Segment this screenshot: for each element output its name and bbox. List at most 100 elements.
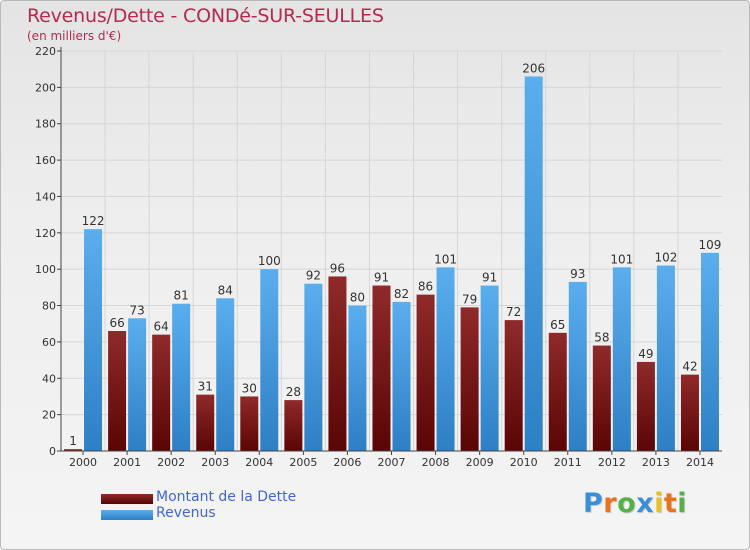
bar-debt-2002 (152, 334, 171, 451)
data-label-debt-2008: 86 (418, 280, 433, 294)
x-tick-label: 2007 (378, 456, 406, 469)
x-tick-label: 2010 (510, 456, 538, 469)
data-label-revenus-2006: 80 (350, 291, 365, 305)
y-tick-label: 160 (35, 154, 56, 167)
data-label-revenus-2011: 93 (570, 267, 585, 281)
data-label-revenus-2007: 82 (394, 287, 409, 301)
data-label-debt-2007: 91 (374, 271, 389, 285)
bar-revenus-2005 (304, 283, 323, 451)
legend-label-debt: Montant de la Dette (156, 489, 297, 505)
data-label-debt-2003: 31 (198, 380, 213, 394)
data-label-revenus-2005: 92 (306, 269, 321, 283)
data-label-debt-2009: 79 (462, 292, 477, 306)
logo-letter: P (583, 488, 604, 519)
bar-debt-2012 (592, 345, 611, 451)
bar-debt-2000 (64, 449, 83, 451)
logo-letter: t (663, 488, 678, 519)
x-tick-label: 2008 (422, 456, 450, 469)
data-label-debt-2005: 28 (286, 385, 301, 399)
bar-debt-2006 (328, 276, 347, 451)
bar-debt-2007 (372, 285, 391, 451)
bar-revenus-2006 (348, 305, 367, 451)
bar-revenus-2011 (568, 281, 587, 451)
y-tick-label: 60 (42, 336, 56, 349)
y-tick-label: 180 (35, 118, 56, 131)
bar-revenus-2012 (612, 267, 631, 451)
legend-swatch-revenus (101, 510, 153, 520)
data-label-debt-2014: 42 (682, 360, 697, 374)
y-tick-label: 40 (42, 372, 56, 385)
data-label-debt-2011: 65 (550, 318, 565, 332)
bar-debt-2013 (636, 361, 655, 451)
x-tick-label: 2000 (69, 456, 97, 469)
bar-revenus-2013 (656, 265, 675, 451)
data-label-debt-2001: 66 (109, 316, 124, 330)
bar-revenus-2010 (524, 76, 543, 452)
logo-letter: i (677, 488, 688, 519)
y-tick-label: 120 (35, 227, 56, 240)
x-tick-label: 2009 (466, 456, 494, 469)
y-tick-label: 80 (42, 300, 56, 313)
bar-debt-2010 (504, 320, 523, 451)
data-label-debt-2010: 72 (506, 305, 521, 319)
grid-lines (61, 50, 722, 451)
bar-debt-2001 (108, 331, 127, 451)
x-tick-label: 2001 (113, 456, 141, 469)
data-label-revenus-2012: 101 (610, 252, 633, 266)
logo-letter: o (617, 488, 637, 519)
data-label-debt-2000: 1 (69, 434, 77, 448)
data-label-debt-2004: 30 (242, 381, 257, 395)
bar-revenus-2000 (84, 229, 103, 451)
data-label-revenus-2004: 100 (258, 254, 281, 268)
data-label-revenus-2014: 109 (699, 238, 722, 252)
data-label-debt-2012: 58 (594, 331, 609, 345)
bar-revenus-2001 (128, 318, 147, 451)
x-tick-label: 2006 (333, 456, 361, 469)
data-label-debt-2013: 49 (638, 347, 653, 361)
bar-revenus-2014 (700, 252, 719, 451)
x-tick-label: 2013 (642, 456, 670, 469)
bar-debt-2014 (680, 374, 699, 451)
data-label-revenus-2003: 84 (218, 283, 233, 297)
bar-revenus-2003 (216, 298, 235, 451)
x-tick-label: 2014 (686, 456, 714, 469)
bar-revenus-2008 (436, 267, 455, 451)
bar-debt-2004 (240, 396, 259, 451)
data-label-revenus-2010: 206 (522, 61, 545, 75)
y-tick-label: 200 (35, 81, 56, 94)
bar-debt-2005 (284, 400, 303, 451)
bar-revenus-2009 (480, 285, 499, 451)
data-label-revenus-2013: 102 (654, 251, 677, 265)
bar-revenus-2004 (260, 269, 279, 451)
y-tick-label: 220 (35, 45, 56, 58)
x-tick-label: 2005 (289, 456, 317, 469)
bar-revenus-2002 (172, 303, 191, 451)
legend-label-revenus: Revenus (156, 505, 216, 521)
y-tick-label: 140 (35, 190, 56, 203)
y-tick-label: 0 (49, 445, 56, 458)
data-label-revenus-2001: 73 (129, 303, 144, 317)
data-label-revenus-2009: 91 (482, 271, 497, 285)
y-tick-label: 20 (42, 409, 56, 422)
logo-letter: r (603, 488, 618, 519)
data-label-revenus-2002: 81 (174, 289, 189, 303)
x-tick-label: 2004 (245, 456, 273, 469)
chart-title: Revenus/Dette - CONDé-SUR-SEULLES (27, 5, 384, 27)
bar-debt-2011 (548, 332, 567, 451)
proxiti-logo: Proxiti (583, 488, 687, 519)
legend-swatch-debt (101, 494, 153, 504)
x-tick-label: 2002 (157, 456, 185, 469)
y-tick-label: 100 (35, 263, 56, 276)
chart-subtitle: (en milliers d'€) (27, 29, 122, 43)
logo-letter: i (654, 488, 664, 519)
x-tick-label: 2011 (554, 456, 582, 469)
bar-debt-2009 (460, 307, 479, 451)
bar-debt-2008 (416, 294, 435, 451)
bar-revenus-2007 (392, 301, 411, 451)
bar-debt-2003 (196, 394, 215, 451)
data-label-revenus-2000: 122 (82, 214, 105, 228)
data-label-revenus-2008: 101 (434, 252, 457, 266)
